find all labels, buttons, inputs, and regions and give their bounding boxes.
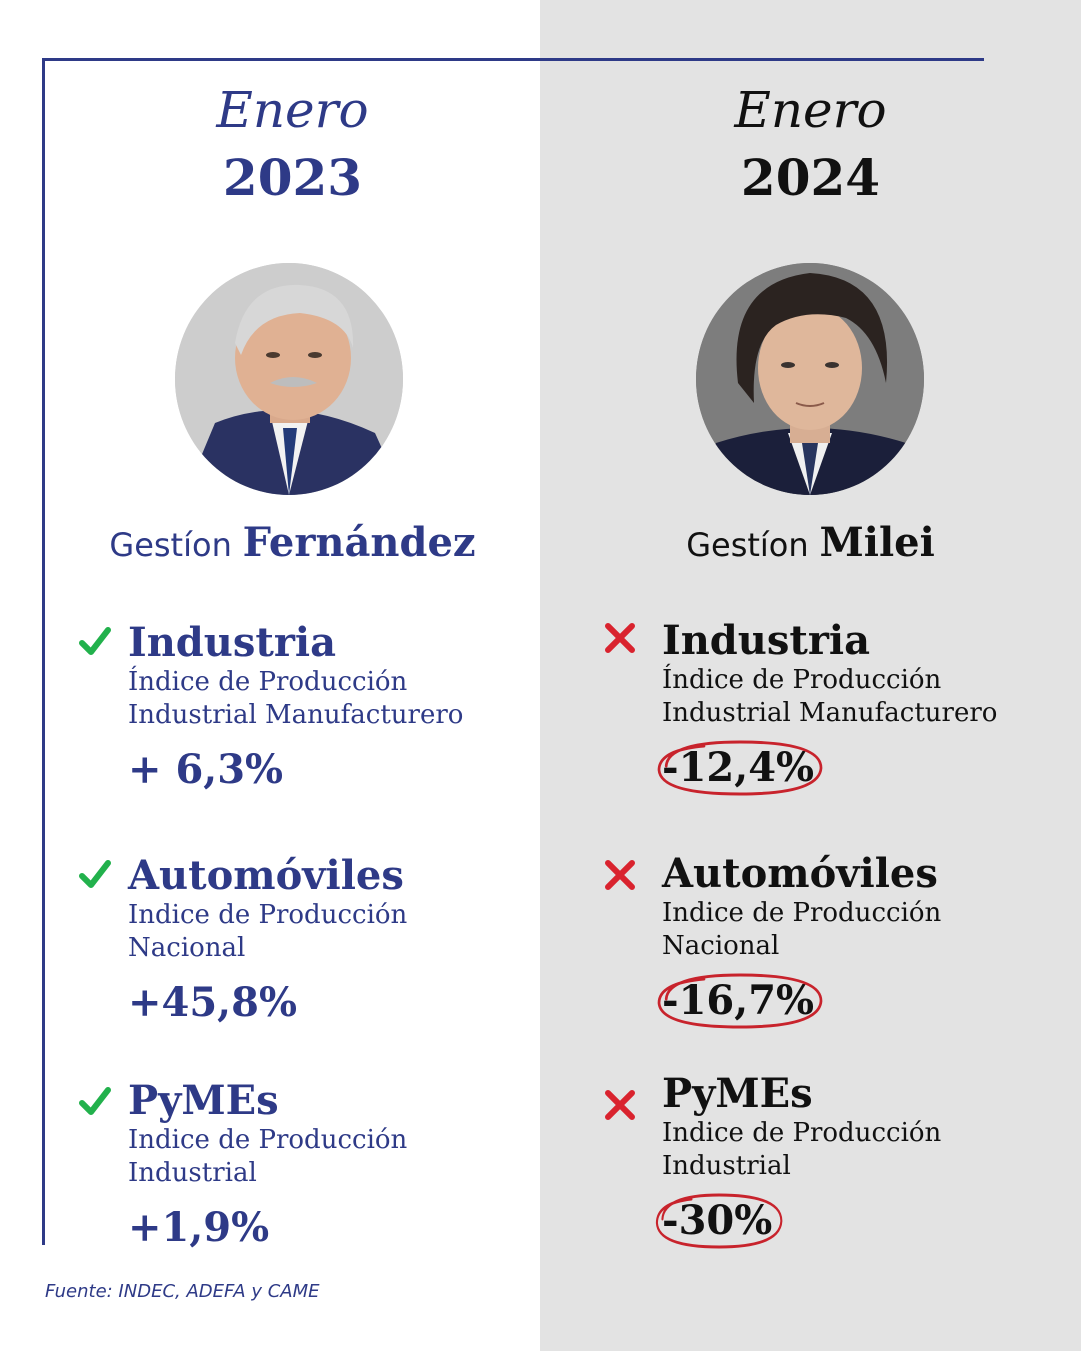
- item-title: Automóviles: [662, 850, 938, 897]
- source-note: Fuente: INDEC, ADEFA y CAME: [45, 1281, 320, 1302]
- item-title: Industria: [128, 619, 337, 666]
- cross-icon: [605, 1090, 635, 1120]
- frame-top-line: [42, 58, 984, 61]
- milei-portrait: [696, 263, 924, 495]
- item-subtitle-2: Industrial Manufacturero: [128, 700, 464, 730]
- left-year: 2023: [222, 148, 363, 207]
- item-value-text: -30%: [662, 1197, 773, 1244]
- item-value-text: -16,7%: [662, 977, 815, 1024]
- item-title: Industria: [662, 617, 871, 664]
- item-subtitle-1: Índice de Producción: [128, 667, 408, 697]
- fernandez-portrait: [175, 263, 403, 495]
- item-value: + 6,3%: [128, 746, 284, 793]
- right-panel-background: [540, 0, 1081, 1351]
- check-icon: [79, 1087, 111, 1115]
- right-column-2024: Enero 2024 Gestíon Milei Industri: [540, 0, 1081, 1351]
- item-value: +45,8%: [128, 979, 297, 1026]
- cross-icon: [605, 623, 635, 653]
- left-gestion-label: Gestíon Fernández: [45, 520, 540, 568]
- right-month: Enero: [734, 81, 887, 139]
- item-title: Automóviles: [128, 852, 404, 899]
- left-gestion-name: Fernández: [242, 519, 476, 566]
- right-gestion-label: Gestíon Milei: [540, 520, 1081, 568]
- item-value: -16,7%: [657, 973, 823, 1029]
- check-icon: [79, 860, 111, 888]
- item-subtitle-2: Nacional: [128, 933, 246, 963]
- item-subtitle-2: Industrial Manufacturero: [662, 698, 998, 728]
- item-subtitle-1: Indice de Producción: [128, 1125, 408, 1155]
- item-value: +1,9%: [128, 1204, 270, 1251]
- left-column-2023: Enero 2023 Gestíon Fernández: [45, 0, 540, 1351]
- right-gestion-prefix: Gestíon: [686, 526, 809, 564]
- item-subtitle-2: Industrial: [662, 1151, 791, 1181]
- left-month: Enero: [216, 81, 369, 139]
- right-gestion-name: Milei: [819, 519, 935, 566]
- item-subtitle-2: Industrial: [128, 1158, 257, 1188]
- item-subtitle-1: Índice de Producción: [662, 665, 942, 695]
- frame-left-line: [42, 58, 45, 1245]
- cross-icon: [605, 860, 635, 890]
- left-gestion-prefix: Gestíon: [109, 526, 232, 564]
- item-value: -12,4%: [657, 740, 823, 796]
- item-value-text: -12,4%: [662, 744, 815, 791]
- item-subtitle-1: Indice de Producción: [662, 1118, 942, 1148]
- item-subtitle-1: Indice de Producción: [128, 900, 408, 930]
- right-year: 2024: [740, 148, 881, 207]
- item-title: PyMEs: [662, 1070, 813, 1117]
- check-icon: [79, 627, 111, 655]
- item-title: PyMEs: [128, 1077, 279, 1124]
- item-subtitle-1: Indice de Producción: [662, 898, 942, 928]
- item-subtitle-2: Nacional: [662, 931, 780, 961]
- item-value: -30%: [655, 1193, 783, 1249]
